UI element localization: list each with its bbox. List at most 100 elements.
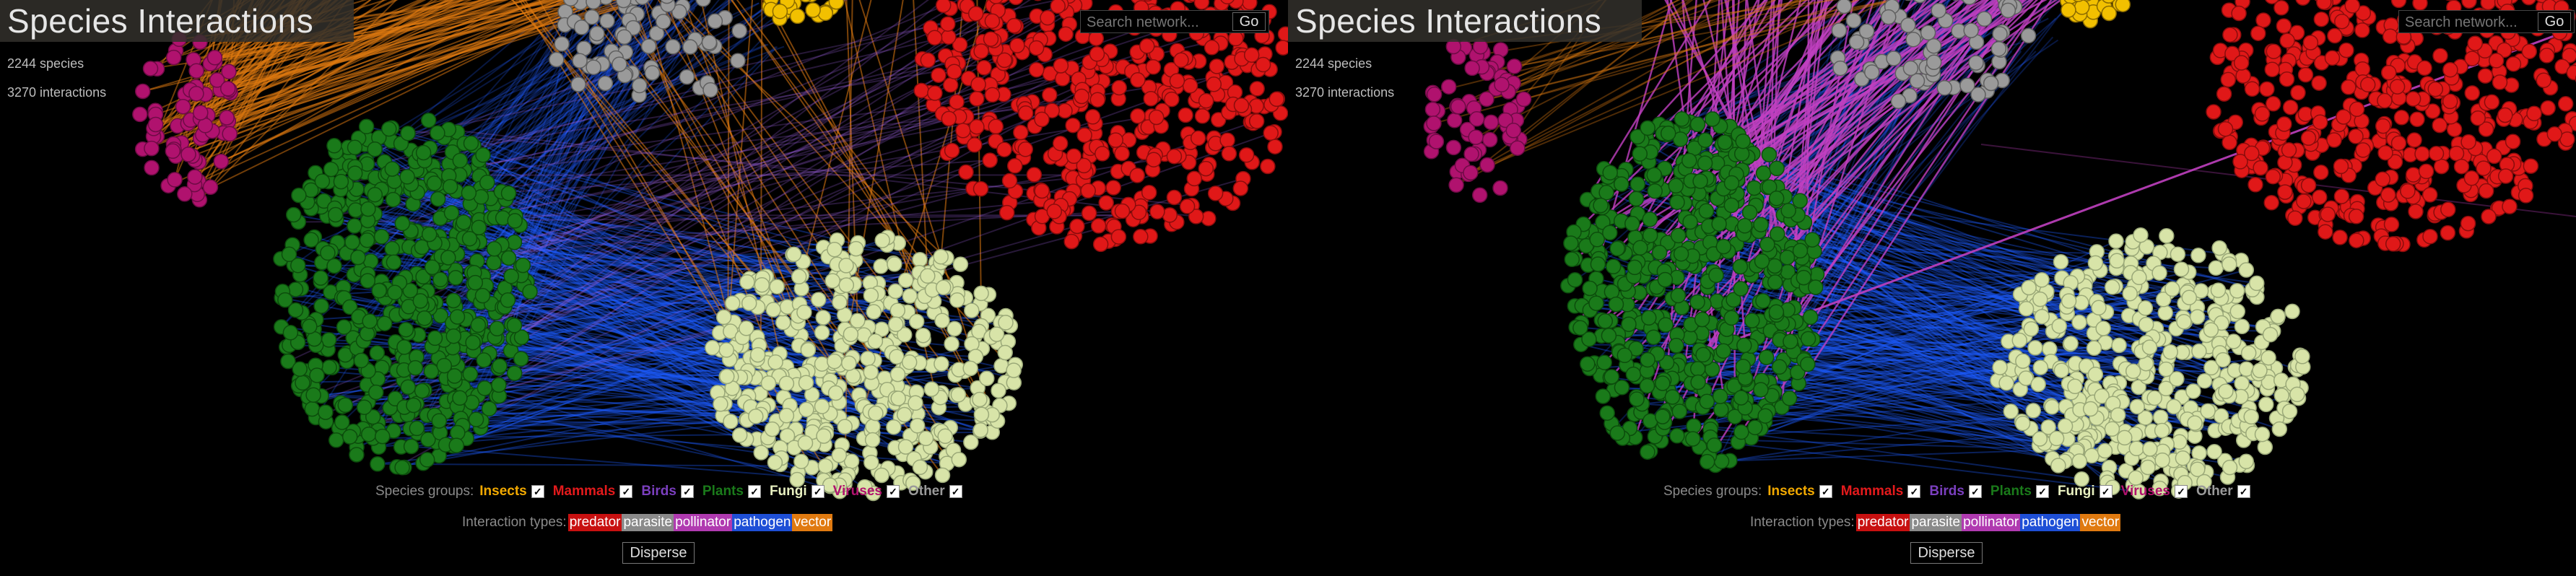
species-node[interactable]	[2173, 261, 2190, 277]
species-node[interactable]	[897, 439, 914, 455]
species-node[interactable]	[1708, 267, 1724, 284]
species-node[interactable]	[2327, 27, 2343, 44]
species-node[interactable]	[827, 385, 844, 401]
species-node[interactable]	[1166, 148, 1183, 165]
species-node[interactable]	[341, 299, 358, 315]
species-node[interactable]	[462, 366, 479, 383]
species-node[interactable]	[912, 459, 928, 476]
species-node[interactable]	[1689, 361, 1706, 377]
species-node[interactable]	[1255, 56, 1271, 73]
species-node[interactable]	[864, 432, 881, 448]
species-node[interactable]	[889, 349, 905, 365]
species-node[interactable]	[793, 453, 809, 469]
species-node[interactable]	[396, 339, 412, 355]
species-node[interactable]	[2122, 285, 2138, 302]
species-node[interactable]	[827, 241, 843, 258]
species-node[interactable]	[1006, 158, 1023, 174]
species-node[interactable]	[931, 67, 947, 83]
species-node[interactable]	[489, 320, 505, 337]
species-node[interactable]	[982, 152, 998, 168]
species-node[interactable]	[786, 246, 802, 263]
species-node[interactable]	[452, 390, 468, 406]
species-node[interactable]	[1567, 271, 1583, 288]
species-node[interactable]	[679, 69, 695, 85]
species-node[interactable]	[1084, 109, 1101, 125]
species-node[interactable]	[908, 313, 925, 330]
species-node[interactable]	[2279, 71, 2295, 87]
species-node[interactable]	[799, 401, 814, 418]
species-node[interactable]	[775, 315, 791, 331]
species-node[interactable]	[969, 118, 985, 135]
checkbox-birds[interactable]: ✓	[1968, 485, 1982, 498]
type-parasite-button[interactable]: parasite	[622, 514, 674, 531]
species-node[interactable]	[2505, 56, 2522, 72]
species-node[interactable]	[314, 173, 331, 189]
species-node[interactable]	[913, 82, 929, 99]
type-pathogen-button[interactable]: pathogen	[2020, 514, 2081, 531]
species-node[interactable]	[1506, 58, 1523, 74]
species-node[interactable]	[1689, 294, 1705, 310]
species-node[interactable]	[290, 257, 306, 274]
species-node[interactable]	[2250, 25, 2266, 41]
species-node[interactable]	[1249, 81, 1265, 97]
species-node[interactable]	[446, 368, 463, 384]
type-parasite-button[interactable]: parasite	[1910, 514, 1962, 531]
species-node[interactable]	[2128, 470, 2144, 486]
species-node[interactable]	[908, 395, 923, 411]
species-node[interactable]	[926, 30, 943, 46]
species-node[interactable]	[427, 330, 443, 346]
species-node[interactable]	[1145, 59, 1162, 75]
go-button[interactable]: Go	[1232, 12, 1266, 31]
species-node[interactable]	[1028, 40, 1045, 56]
species-node[interactable]	[503, 268, 519, 284]
species-node[interactable]	[1713, 388, 1728, 404]
species-node[interactable]	[1492, 180, 1508, 196]
species-node[interactable]	[1936, 80, 1953, 96]
species-node[interactable]	[1108, 132, 1123, 148]
species-node[interactable]	[2203, 359, 2219, 376]
species-node[interactable]	[1858, 23, 1875, 39]
species-node[interactable]	[281, 246, 297, 263]
species-node[interactable]	[1713, 401, 1729, 418]
species-node[interactable]	[347, 218, 362, 234]
species-node[interactable]	[584, 9, 600, 25]
species-node[interactable]	[1629, 128, 1645, 145]
species-node[interactable]	[1664, 389, 1681, 405]
species-node[interactable]	[616, 29, 632, 45]
species-node[interactable]	[1802, 309, 1819, 326]
species-node[interactable]	[1625, 366, 1642, 383]
species-node[interactable]	[739, 274, 755, 290]
species-node[interactable]	[2348, 128, 2364, 144]
species-node[interactable]	[1783, 333, 1798, 349]
species-node[interactable]	[2464, 51, 2480, 66]
species-node[interactable]	[2300, 177, 2317, 193]
species-node[interactable]	[2104, 279, 2120, 295]
species-node[interactable]	[2521, 43, 2538, 60]
species-node[interactable]	[337, 346, 353, 363]
species-node[interactable]	[398, 321, 414, 338]
species-node[interactable]	[1832, 60, 1848, 77]
species-node[interactable]	[2505, 134, 2521, 149]
species-node[interactable]	[2422, 228, 2438, 245]
species-node[interactable]	[1464, 60, 1480, 77]
species-node[interactable]	[2453, 158, 2470, 175]
species-node[interactable]	[2233, 55, 2250, 71]
species-node[interactable]	[889, 366, 906, 383]
species-node[interactable]	[772, 3, 788, 19]
species-node[interactable]	[1599, 405, 1615, 421]
species-node[interactable]	[373, 229, 390, 245]
species-node[interactable]	[713, 396, 728, 412]
species-node[interactable]	[1182, 78, 1198, 94]
species-node[interactable]	[765, 302, 781, 318]
species-node[interactable]	[1209, 58, 1225, 74]
species-node[interactable]	[165, 49, 182, 66]
species-node[interactable]	[1597, 313, 1614, 329]
species-node[interactable]	[386, 254, 402, 271]
species-node[interactable]	[827, 353, 843, 370]
species-node[interactable]	[2326, 132, 2342, 148]
species-node[interactable]	[796, 304, 812, 320]
species-node[interactable]	[513, 351, 529, 367]
species-node[interactable]	[1990, 40, 2007, 57]
species-node[interactable]	[1608, 296, 1624, 313]
species-node[interactable]	[1081, 205, 1097, 222]
